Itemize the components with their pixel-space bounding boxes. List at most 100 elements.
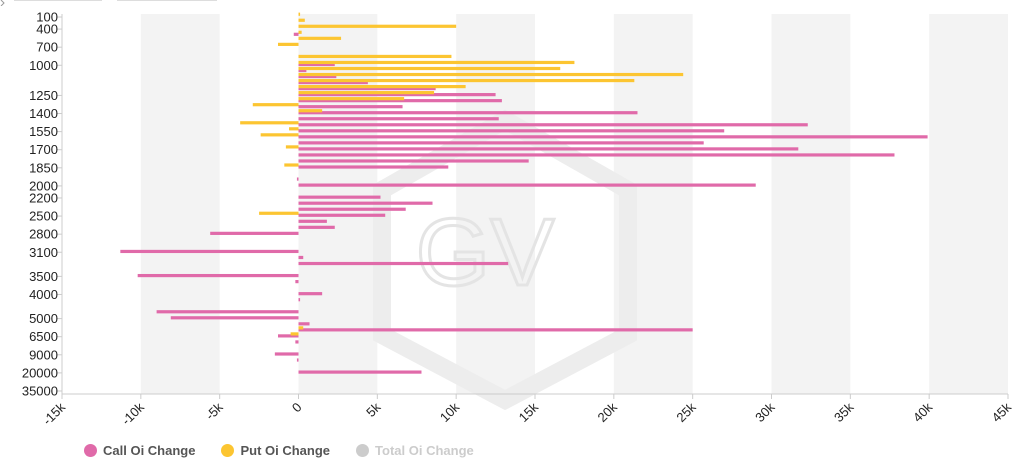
call-bar[interactable] — [298, 165, 449, 169]
call-bar[interactable] — [296, 177, 299, 181]
put-bar[interactable] — [298, 18, 305, 22]
call-bar[interactable] — [298, 111, 638, 115]
call-bar[interactable] — [298, 255, 304, 260]
y-tick-label: 700 — [36, 40, 58, 55]
y-tick-label: 2500 — [29, 209, 58, 224]
put-bar[interactable] — [298, 109, 323, 113]
put-bar[interactable] — [298, 54, 452, 59]
y-tick-label: 2000 — [29, 178, 58, 193]
call-bar[interactable] — [298, 74, 337, 79]
call-bar[interactable] — [298, 141, 704, 145]
put-bar[interactable] — [298, 78, 635, 83]
call-bar[interactable] — [298, 99, 502, 103]
call-bar[interactable] — [298, 129, 725, 133]
y-tick-label: 400 — [36, 22, 58, 37]
call-bar[interactable] — [137, 273, 299, 278]
call-bar[interactable] — [156, 310, 299, 314]
put-bar[interactable] — [298, 84, 466, 89]
legend-label-put: Put Oi Change — [240, 443, 331, 458]
call-bar[interactable] — [298, 195, 381, 199]
x-tick-label: -10k — [118, 399, 147, 428]
call-bar[interactable] — [298, 207, 406, 211]
y-tick-label: 2200 — [29, 190, 58, 205]
call-bar[interactable] — [298, 328, 693, 332]
put-bar[interactable] — [290, 332, 299, 336]
call-bar[interactable] — [298, 105, 403, 109]
call-bar[interactable] — [295, 340, 299, 344]
x-tick-label: 25k — [673, 399, 699, 425]
legend-item-put[interactable]: Put Oi Change — [221, 443, 330, 458]
call-bar[interactable] — [296, 358, 299, 362]
call-bar[interactable] — [298, 147, 799, 151]
y-tick-label: 1000 — [29, 58, 58, 73]
call-bar[interactable] — [298, 322, 310, 326]
put-bar[interactable] — [240, 121, 299, 125]
call-bar[interactable] — [298, 123, 808, 127]
call-bar[interactable] — [210, 231, 299, 235]
call-bar[interactable] — [298, 153, 895, 157]
call-bar[interactable] — [298, 298, 301, 302]
call-bar[interactable] — [298, 261, 509, 266]
put-bar[interactable] — [298, 36, 342, 40]
put-bar[interactable] — [298, 30, 302, 34]
call-bar[interactable] — [298, 80, 368, 85]
put-bar[interactable] — [298, 66, 561, 71]
call-bar[interactable] — [170, 316, 299, 320]
x-tick-label: 10k — [437, 399, 463, 425]
collapse-chevron-icon[interactable] — [0, 0, 5, 6]
gv-watermark-logo: GV — [373, 109, 637, 411]
call-bar[interactable] — [274, 352, 299, 356]
put-bar[interactable] — [298, 60, 575, 65]
x-tick-label: 45k — [989, 399, 1015, 425]
tab-underline-2 — [117, 0, 217, 1]
call-bar[interactable] — [298, 219, 327, 223]
put-bar[interactable] — [298, 72, 684, 77]
call-bar[interactable] — [298, 201, 433, 205]
call-bar[interactable] — [298, 159, 529, 163]
put-bar[interactable] — [260, 133, 299, 137]
put-bar[interactable] — [298, 97, 405, 101]
put-bar[interactable] — [298, 91, 435, 95]
svg-text:GV: GV — [416, 199, 555, 306]
call-bar[interactable] — [298, 213, 386, 217]
put-bar[interactable] — [298, 24, 457, 28]
x-tick-label: 35k — [831, 399, 857, 425]
legend-item-total[interactable]: Total Oi Change — [356, 443, 474, 458]
call-bar[interactable] — [298, 62, 335, 67]
call-bar[interactable] — [298, 135, 928, 139]
call-bar[interactable] — [295, 280, 299, 284]
call-bar[interactable] — [120, 249, 299, 254]
y-tick-label: 4000 — [29, 287, 58, 302]
top-fragment — [0, 0, 260, 6]
put-bar[interactable] — [285, 145, 299, 149]
put-bar[interactable] — [252, 103, 299, 107]
call-bar[interactable] — [298, 86, 436, 91]
x-tick-label: -5k — [202, 399, 226, 423]
call-bar[interactable] — [298, 292, 323, 296]
x-axis: -15k -10k -5k 0 5k 10k 15k 20k 25k 30k 35k 40k 45k — [40, 393, 1015, 428]
put-bar[interactable] — [298, 326, 304, 330]
y-tick-label: 9000 — [29, 347, 58, 362]
y-tick-label: 1400 — [29, 106, 58, 121]
call-bar[interactable] — [298, 370, 422, 374]
legend-item-call[interactable]: Call Oi Change — [84, 443, 195, 458]
call-bar[interactable] — [298, 68, 307, 73]
call-bar[interactable] — [298, 225, 335, 229]
call-bar[interactable] — [298, 117, 499, 121]
put-bar[interactable] — [284, 163, 299, 167]
y-tick-label: 2800 — [29, 227, 58, 242]
put-bar[interactable] — [259, 211, 299, 215]
put-bar[interactable] — [278, 42, 299, 46]
call-bar[interactable] — [293, 32, 299, 36]
call-bar[interactable] — [278, 334, 299, 338]
y-tick-label: 1850 — [29, 160, 58, 175]
call-bar[interactable] — [298, 183, 756, 187]
plot-band — [140, 14, 220, 394]
legend: Call Oi Change Put Oi Change Total Oi Ch… — [84, 443, 474, 458]
y-tick-label: 1700 — [29, 142, 58, 157]
put-bar[interactable] — [298, 12, 301, 16]
y-tick-label: 1250 — [29, 88, 58, 103]
put-bar[interactable] — [289, 127, 299, 131]
call-bar[interactable] — [298, 93, 496, 97]
